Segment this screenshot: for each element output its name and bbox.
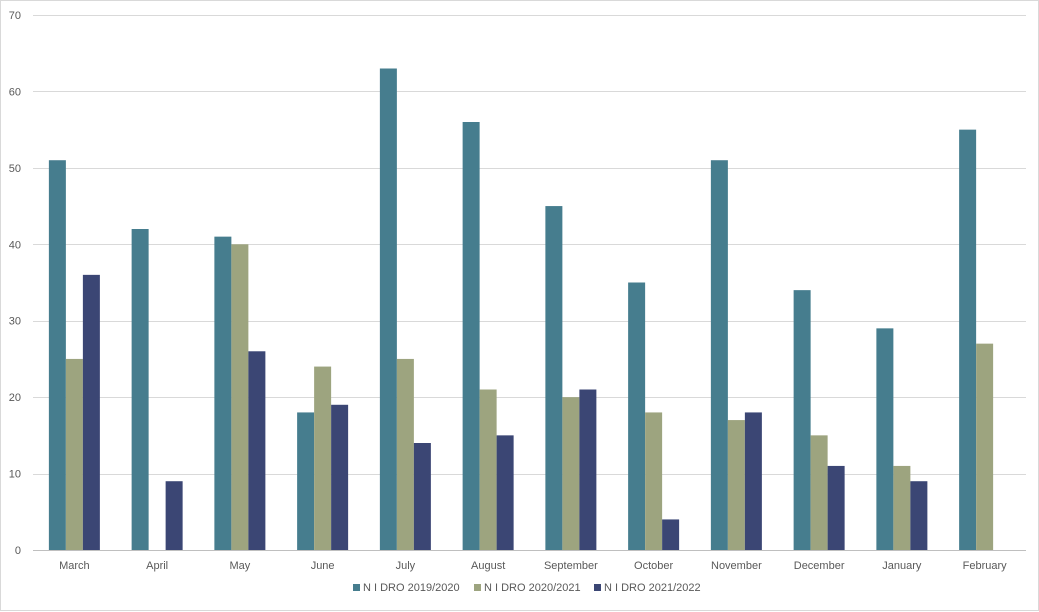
y-tick-label: 0 [15,545,21,557]
bar-nidro-2019-2020-july [379,68,397,550]
x-tick-label: April [146,560,168,572]
x-tick-label: December [794,560,845,572]
bar-nidro-2020-2021-january [893,465,911,550]
y-tick-label: 70 [9,10,21,22]
bar-nidro-2020-2021-february [976,343,994,550]
bar-nidro-2019-2020-february [959,129,977,550]
bar-nidro-2020-2021-december [810,435,828,550]
bar-nidro-2021-2022-january [910,481,928,550]
bar-nidro-2019-2020-august [462,122,480,550]
bar-nidro-2019-2020-december [793,290,811,550]
x-tick-label: February [963,560,1008,572]
bar-nidro-2020-2021-november [727,420,745,550]
x-tick-label: January [882,560,922,572]
axes: 0 10 20 30 40 50 60 70 March April May June July Augu… [9,10,1026,572]
bar-nidro-2020-2021-july [396,358,414,550]
legend: N I DRO 2019/2020 N I DRO 2020/2021 N I DR… [353,582,701,594]
x-tick-label: July [396,560,416,572]
legend-label: N I DRO 2019/2020 [363,582,460,594]
y-tick-label: 30 [9,316,21,328]
bar-nidro-2019-2020-november [710,160,728,550]
gridlines [33,15,1026,475]
x-tick-label: September [544,560,598,572]
bar-nidro-2019-2020-october [628,282,646,550]
bar-nidro-2020-2021-march [65,358,83,550]
bar-nidro-2021-2022-june [331,404,349,550]
bar-nidro-2021-2022-march [82,274,100,550]
x-tick-label: March [59,560,90,572]
bar-nidro-2021-2022-november [744,412,762,550]
bar-nidro-2019-2020-april [131,229,149,550]
bar-nidro-2020-2021-june [314,366,332,550]
bar-nidro-2020-2021-september [562,397,580,550]
bars [48,68,994,551]
bar-nidro-2021-2022-october [662,519,680,550]
bar-nidro-2021-2022-april [165,481,183,550]
bar-nidro-2019-2020-september [545,206,563,551]
legend-swatch [594,584,601,591]
bar-nidro-2021-2022-july [413,443,431,550]
legend-label: N I DRO 2020/2021 [484,582,581,594]
x-tick-label: May [229,560,250,572]
y-tick-label: 60 [9,86,21,98]
bar-nidro-2019-2020-may [214,236,232,550]
bar-nidro-2021-2022-september [579,389,597,550]
y-tick-label: 40 [9,239,21,251]
bar-nidro-2021-2022-december [827,465,845,550]
bar-nidro-2021-2022-august [496,435,514,550]
bar-nidro-2020-2021-october [645,412,663,550]
bar-nidro-2020-2021-may [231,244,249,551]
x-tick-label: June [311,560,335,572]
bar-nidro-2020-2021-august [479,389,497,550]
y-tick-label: 10 [9,469,21,481]
legend-swatch [474,584,481,591]
bar-nidro-2019-2020-march [48,160,66,550]
x-tick-label: August [471,560,505,572]
y-tick-label: 50 [9,163,21,175]
x-tick-label: November [711,560,762,572]
legend-label: N I DRO 2021/2022 [604,582,701,594]
y-tick-label: 20 [9,392,21,404]
bar-nidro-2021-2022-may [248,351,266,550]
legend-swatch [353,584,360,591]
bar-nidro-2019-2020-january [876,328,894,550]
x-tick-label: October [634,560,673,572]
bar-nidro-2019-2020-june [297,412,315,550]
